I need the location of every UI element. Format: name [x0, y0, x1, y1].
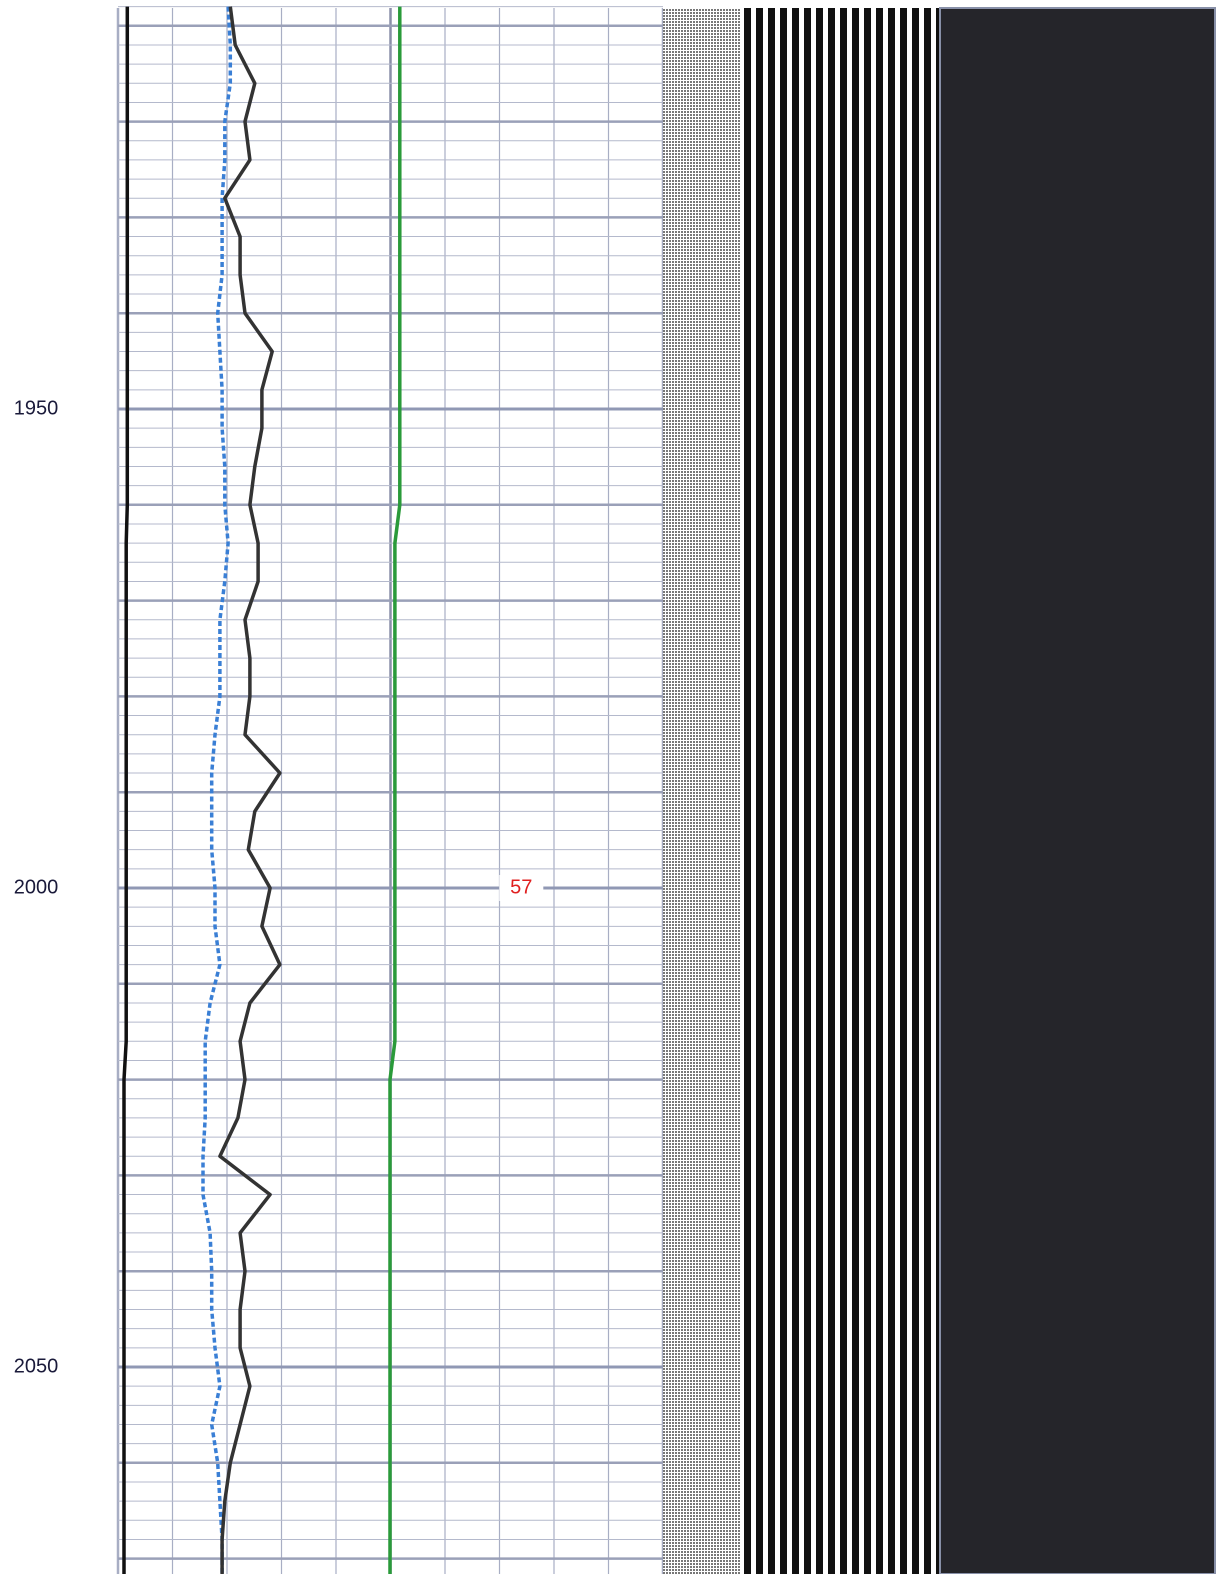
vdl-stripes: [741, 8, 940, 1574]
depth-label: 2000: [14, 876, 59, 898]
annotation-bg: [499, 875, 544, 901]
log-curve: [218, 6, 282, 1574]
vdl-gray-band: [663, 8, 741, 1574]
annotation: 57: [510, 876, 532, 898]
depth-label: 2050: [14, 1355, 59, 1377]
depth-label: 1950: [14, 397, 59, 419]
dark-track: [940, 8, 1215, 1574]
dark-track-border: [939, 7, 1216, 1574]
log-curve: [122, 6, 130, 1574]
log-curve: [201, 6, 233, 1574]
log-curve: [388, 6, 402, 1574]
